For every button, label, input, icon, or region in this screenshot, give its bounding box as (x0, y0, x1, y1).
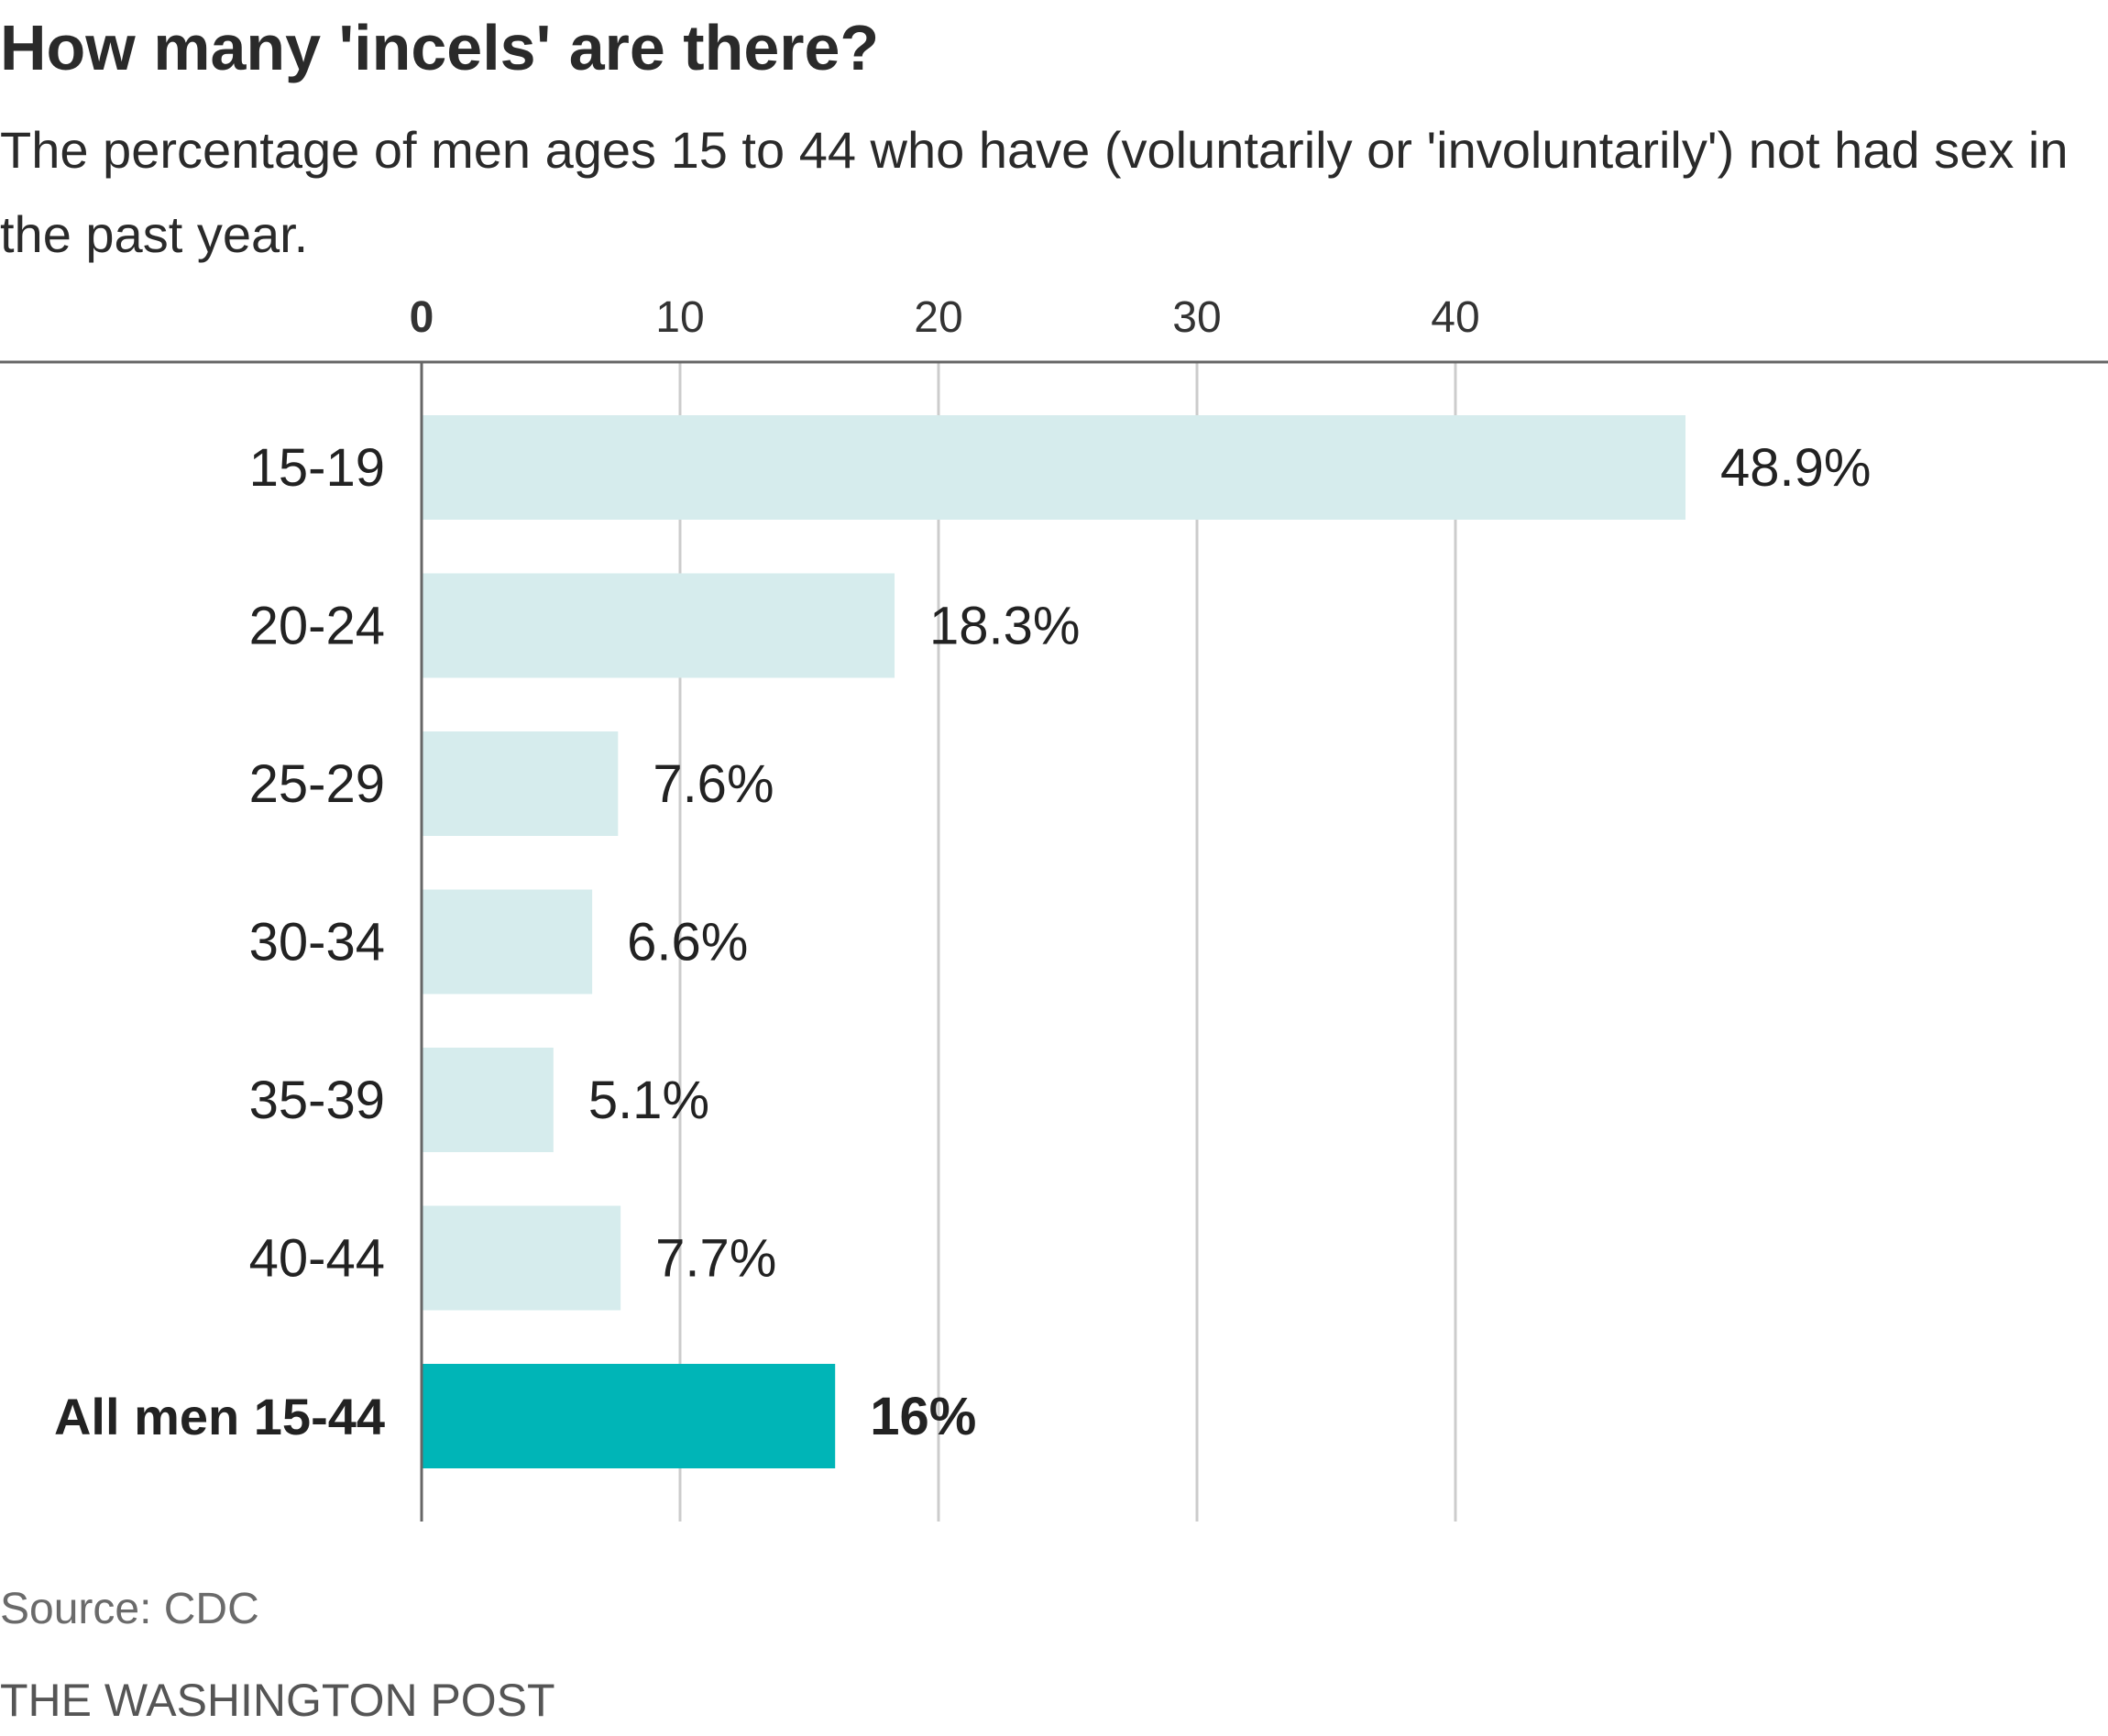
publisher-credit: THE WASHINGTON POST (0, 1675, 555, 1726)
x-tick-label-20: 20 (914, 293, 962, 342)
bar-4 (422, 1048, 554, 1152)
bar-6 (422, 1364, 836, 1468)
category-label-3: 30-34 (249, 913, 385, 972)
value-label-4: 5.1% (588, 1071, 709, 1130)
chart-title: How many 'incels' are there? (0, 12, 880, 83)
value-label-3: 6.6% (627, 913, 748, 972)
bar-3 (422, 889, 593, 994)
x-tick-label-0: 0 (410, 293, 434, 342)
x-tick-label-10: 10 (655, 293, 704, 342)
category-label-5: 40-44 (249, 1229, 385, 1289)
category-label-1: 20-24 (249, 597, 385, 656)
value-label-5: 7.7% (655, 1229, 776, 1289)
bar-5 (422, 1205, 621, 1311)
category-label-2: 25-29 (249, 754, 385, 814)
source-note: Source: CDC (0, 1585, 259, 1633)
category-label-4: 35-39 (249, 1071, 385, 1130)
value-label-1: 18.3% (929, 597, 1080, 656)
category-label-0: 15-19 (249, 438, 385, 498)
bar-0 (422, 415, 1685, 520)
value-label-0: 48.9% (1720, 438, 1871, 498)
value-label-6: 16% (870, 1387, 976, 1446)
category-label-6: All men 15-44 (54, 1388, 385, 1445)
x-tick-label-40: 40 (1431, 293, 1479, 342)
x-tick-label-30: 30 (1172, 293, 1221, 342)
bar-chart: 0 10 20 30 40 15-19 48.9% 20-24 18.3% 25-29 7.6% 30… (0, 293, 2108, 1522)
bar-2 (422, 731, 619, 836)
value-label-2: 7.6% (653, 754, 774, 814)
bar-1 (422, 573, 895, 678)
chart-subtitle: The percentage of men ages 15 to 44 who … (0, 121, 2069, 263)
